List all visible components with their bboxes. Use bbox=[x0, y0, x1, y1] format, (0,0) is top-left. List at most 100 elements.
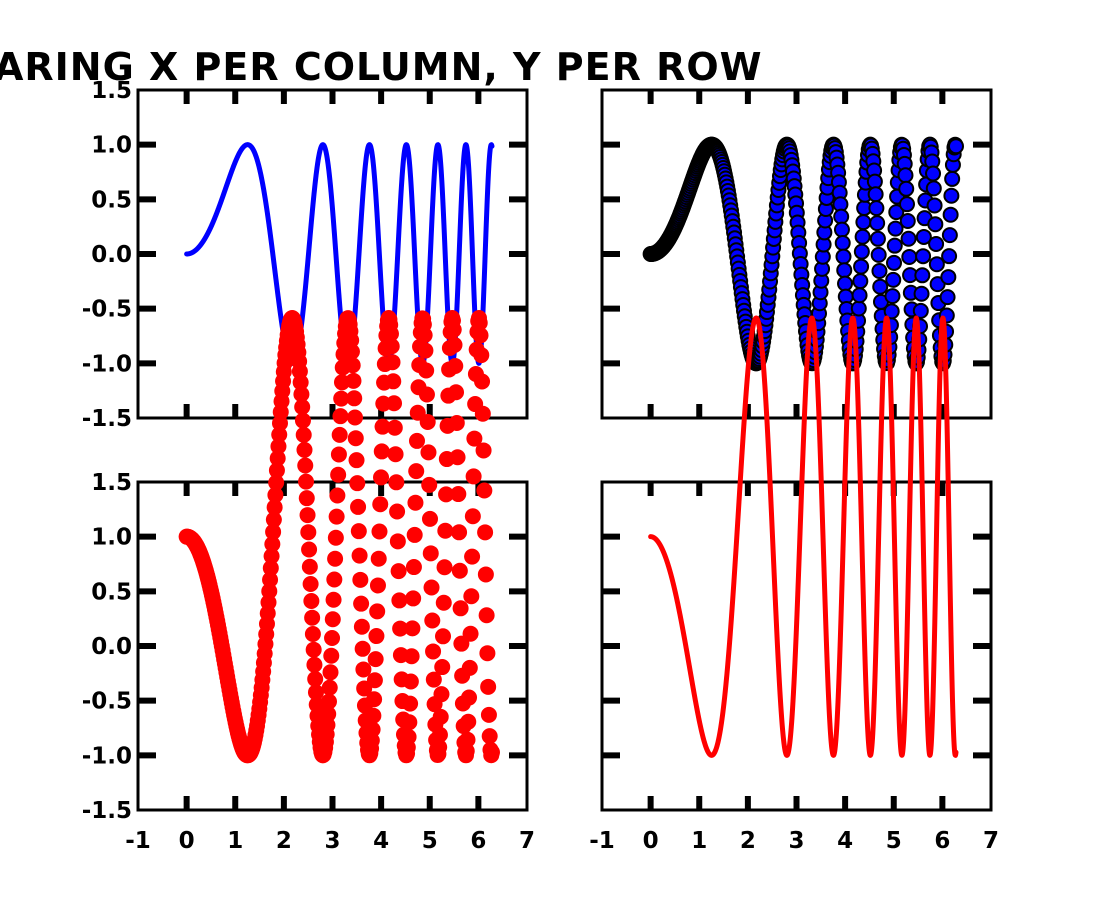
scatter-point bbox=[387, 446, 404, 463]
y-tick-label: 0.5 bbox=[91, 187, 132, 213]
scatter-point bbox=[464, 508, 481, 525]
scatter-point bbox=[350, 498, 367, 515]
scatter-point bbox=[262, 560, 279, 577]
scatter-point bbox=[900, 230, 917, 247]
scatter-point bbox=[383, 338, 400, 355]
scatter-point bbox=[941, 227, 958, 244]
scatter-point bbox=[869, 230, 886, 247]
scatter-point bbox=[343, 343, 360, 360]
y-tick-label: -1.0 bbox=[82, 743, 132, 769]
subplot-bottom-left: -1 0 1 2 3 4 5 6 7 1.5 1.0 0.5 0.0 -0.5 -1.0 -1.5 bbox=[82, 310, 535, 854]
x-tick-label: 5 bbox=[422, 828, 438, 854]
x-tick-label: 7 bbox=[519, 828, 535, 854]
scatter-point bbox=[435, 628, 452, 645]
scatter-point bbox=[391, 592, 408, 609]
scatter-point bbox=[388, 474, 405, 491]
scatter-point bbox=[307, 670, 324, 687]
scatter-point bbox=[386, 419, 403, 436]
scatter-point bbox=[416, 327, 433, 344]
scatter-point bbox=[366, 691, 383, 708]
scatter-point bbox=[372, 496, 389, 513]
scatter-point bbox=[306, 656, 323, 673]
scatter-point bbox=[303, 593, 320, 610]
scatter-point bbox=[324, 611, 341, 628]
scatter-point bbox=[448, 384, 465, 401]
scatter-point bbox=[261, 583, 278, 600]
scatter-point bbox=[947, 138, 964, 155]
scatter-point bbox=[268, 474, 285, 491]
y-tick-label: -0.5 bbox=[82, 297, 132, 323]
scatter-point bbox=[431, 739, 448, 756]
scatter-point bbox=[402, 695, 419, 712]
scatter-point bbox=[926, 197, 943, 214]
scatter-point bbox=[296, 441, 313, 458]
scatter-point bbox=[883, 303, 900, 320]
x-tick-label: 1 bbox=[227, 828, 243, 854]
scatter-point bbox=[834, 234, 851, 251]
scatter-point bbox=[373, 469, 390, 486]
scatter-point bbox=[327, 550, 344, 567]
scatter-point bbox=[465, 468, 482, 485]
scatter-point bbox=[384, 354, 401, 371]
scatter-point bbox=[351, 547, 368, 564]
scatter-point bbox=[423, 579, 440, 596]
scatter-point bbox=[347, 430, 364, 447]
scatter-point bbox=[854, 228, 871, 245]
x-tick-label: 1 bbox=[691, 828, 707, 854]
scatter-point bbox=[436, 559, 453, 576]
scatter-point bbox=[420, 444, 437, 461]
scatter-point bbox=[450, 486, 467, 503]
scatter-point bbox=[328, 508, 345, 525]
x-tick-label: 2 bbox=[276, 828, 292, 854]
scatter-point bbox=[433, 686, 450, 703]
scatter-point bbox=[472, 327, 489, 344]
scatter-point bbox=[850, 300, 867, 317]
scatter-point bbox=[352, 571, 369, 588]
scatter-point bbox=[853, 243, 870, 260]
scatter-point bbox=[479, 645, 496, 662]
scatter-point bbox=[466, 430, 483, 447]
scatter-point bbox=[852, 273, 869, 290]
scatter-point bbox=[269, 450, 286, 467]
scatter-point bbox=[321, 679, 338, 696]
y-tick-label: -1.5 bbox=[82, 406, 132, 432]
scatter-point bbox=[943, 187, 960, 204]
scatter-point bbox=[461, 689, 478, 706]
scatter-point bbox=[461, 659, 478, 676]
scatter-point bbox=[434, 659, 451, 676]
scatter-point bbox=[367, 651, 384, 668]
scatter-point bbox=[389, 503, 406, 520]
scatter-point bbox=[374, 418, 391, 435]
y-tick-label: 0.0 bbox=[91, 634, 132, 660]
scatter-point bbox=[941, 248, 958, 265]
y-tick-label: 0.5 bbox=[91, 579, 132, 605]
scatter-point bbox=[446, 336, 463, 353]
y-tick-label: 1.5 bbox=[91, 470, 132, 496]
scatter-point bbox=[353, 618, 370, 635]
scatter-point bbox=[884, 288, 901, 305]
y-tick-label: -1.0 bbox=[82, 351, 132, 377]
scatter-point bbox=[421, 476, 438, 493]
x-tick-label: 0 bbox=[643, 828, 659, 854]
subplot-top-right bbox=[600, 88, 993, 420]
scatter-point bbox=[886, 254, 902, 271]
scatter-point bbox=[408, 432, 425, 449]
scatter-point bbox=[263, 548, 280, 565]
scatter-point bbox=[463, 588, 480, 605]
scatter-point bbox=[343, 332, 360, 349]
scatter-point bbox=[354, 640, 371, 657]
scatter-point bbox=[836, 262, 853, 279]
scatter-point bbox=[403, 648, 420, 665]
scatter-point bbox=[835, 248, 852, 265]
scatter-point bbox=[928, 236, 945, 253]
scatter-point bbox=[401, 714, 418, 731]
scatter-point bbox=[462, 625, 479, 642]
scatter-point bbox=[478, 607, 495, 624]
scatter-point bbox=[301, 541, 318, 558]
scatter-point bbox=[475, 442, 492, 459]
scatter-point bbox=[304, 609, 321, 626]
x-tick-label: -1 bbox=[589, 828, 615, 854]
scatter-point bbox=[404, 620, 421, 637]
scatter-point bbox=[268, 462, 285, 479]
scatter-point bbox=[851, 287, 868, 304]
